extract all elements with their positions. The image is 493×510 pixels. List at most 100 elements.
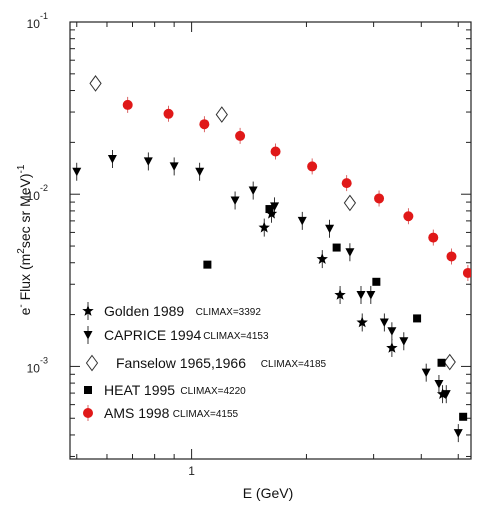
axis-ticks: 110-110-210-3 (27, 11, 471, 478)
data-point (436, 385, 449, 404)
data-point (459, 412, 468, 421)
x-tick-label: 1 (188, 464, 195, 478)
diamond-shape (215, 106, 228, 123)
circle-shape (374, 193, 385, 204)
data-point (421, 363, 431, 382)
star-shape (334, 288, 346, 300)
y-axis-title-main-sup: 2 (16, 248, 27, 254)
circle-shape (428, 232, 439, 243)
legend-item: CAPRICE 1994 CLIMAX=4153 (83, 326, 269, 344)
circle-shape (83, 408, 93, 418)
circle-shape (199, 119, 210, 130)
y-axis-title: e- Flux (m2sec sr MeV)-1 (16, 164, 33, 315)
legend-item: AMS 1998 CLIMAX=4155 (83, 405, 239, 421)
data-point (122, 96, 133, 113)
data-point (72, 162, 82, 181)
data-point (453, 424, 463, 443)
square-shape (459, 412, 468, 421)
data-point (379, 313, 389, 332)
y-tick-exp: -2 (40, 183, 48, 193)
triangle-shape (72, 167, 82, 177)
square-shape (413, 314, 422, 323)
legend-climax: CLIMAX=4220 (180, 386, 246, 397)
data-point (462, 264, 471, 281)
triangle-shape (356, 290, 366, 300)
plot-frame (69, 21, 472, 460)
diamond-shape (443, 353, 456, 371)
triangle-shape (195, 167, 205, 177)
triangle-shape (83, 331, 93, 340)
legend-label: AMS 1998 (104, 405, 170, 421)
circle-shape (235, 130, 246, 141)
x-axis-title: E (GeV) (243, 485, 294, 501)
data-point (89, 75, 102, 92)
circle-shape (307, 161, 318, 172)
data-point (270, 143, 281, 160)
legend-label: Golden 1989 (104, 303, 184, 319)
star-shape (82, 305, 94, 316)
data-point (143, 152, 153, 171)
square-shape (437, 358, 446, 367)
y-tick-label: 10-1 (27, 11, 48, 31)
data-point (195, 162, 205, 181)
circle-shape (163, 108, 174, 119)
triangle-shape (399, 337, 409, 346)
data-markers (72, 75, 471, 443)
data-point (345, 243, 355, 262)
triangle-shape (453, 429, 463, 438)
data-point (203, 260, 212, 269)
triangle-shape (107, 155, 117, 164)
series-triangle-down (72, 150, 463, 443)
series-star (258, 204, 449, 404)
triangle-shape (325, 224, 335, 234)
data-point (374, 190, 385, 207)
data-point (343, 194, 357, 212)
triangle-shape (366, 290, 376, 300)
legend-climax: CLIMAX=4155 (173, 409, 239, 420)
y-axis-title-prefix: e (17, 307, 33, 315)
star-shape (356, 316, 368, 328)
y-tick-exp: -3 (40, 355, 48, 365)
legend-marker (83, 326, 93, 344)
triangle-shape (248, 186, 258, 196)
y-axis-title-rest-sup: -1 (16, 164, 27, 173)
data-point (437, 358, 446, 367)
square-shape (265, 205, 274, 214)
triangle-shape (387, 327, 397, 336)
data-point (297, 211, 307, 230)
data-point (163, 105, 174, 122)
data-point (356, 313, 368, 332)
data-point (265, 205, 274, 214)
legend-climax: CLIMAX=3392 (196, 307, 262, 318)
series-square (203, 205, 468, 421)
triangle-shape (270, 202, 280, 211)
legend-label: HEAT 1995 (104, 382, 175, 398)
data-point (372, 277, 381, 286)
data-point (325, 219, 335, 238)
star-shape (436, 388, 449, 400)
legend-climax: CLIMAX=4153 (203, 331, 269, 342)
square-shape (372, 277, 381, 286)
circle-shape (403, 211, 414, 222)
legend-label: CAPRICE 1994 (104, 327, 201, 343)
data-point (413, 314, 422, 323)
data-point (230, 191, 240, 210)
star-shape (316, 253, 328, 264)
y-tick-base: 10 (27, 361, 41, 375)
triangle-shape (434, 380, 444, 389)
data-point (341, 175, 352, 192)
star-shape (258, 221, 270, 233)
triangle-shape (421, 368, 431, 378)
legend-marker (84, 386, 92, 394)
legend-climax: CLIMAX=4185 (261, 359, 327, 370)
triangle-shape (230, 196, 240, 205)
legend-marker (83, 405, 93, 421)
data-point (248, 181, 258, 200)
data-point (307, 158, 318, 175)
legend-item: Golden 1989 CLIMAX=3392 (82, 302, 261, 320)
series-diamond-open (89, 75, 456, 371)
data-point (399, 332, 409, 351)
circle-shape (270, 146, 281, 157)
data-point (428, 229, 439, 246)
